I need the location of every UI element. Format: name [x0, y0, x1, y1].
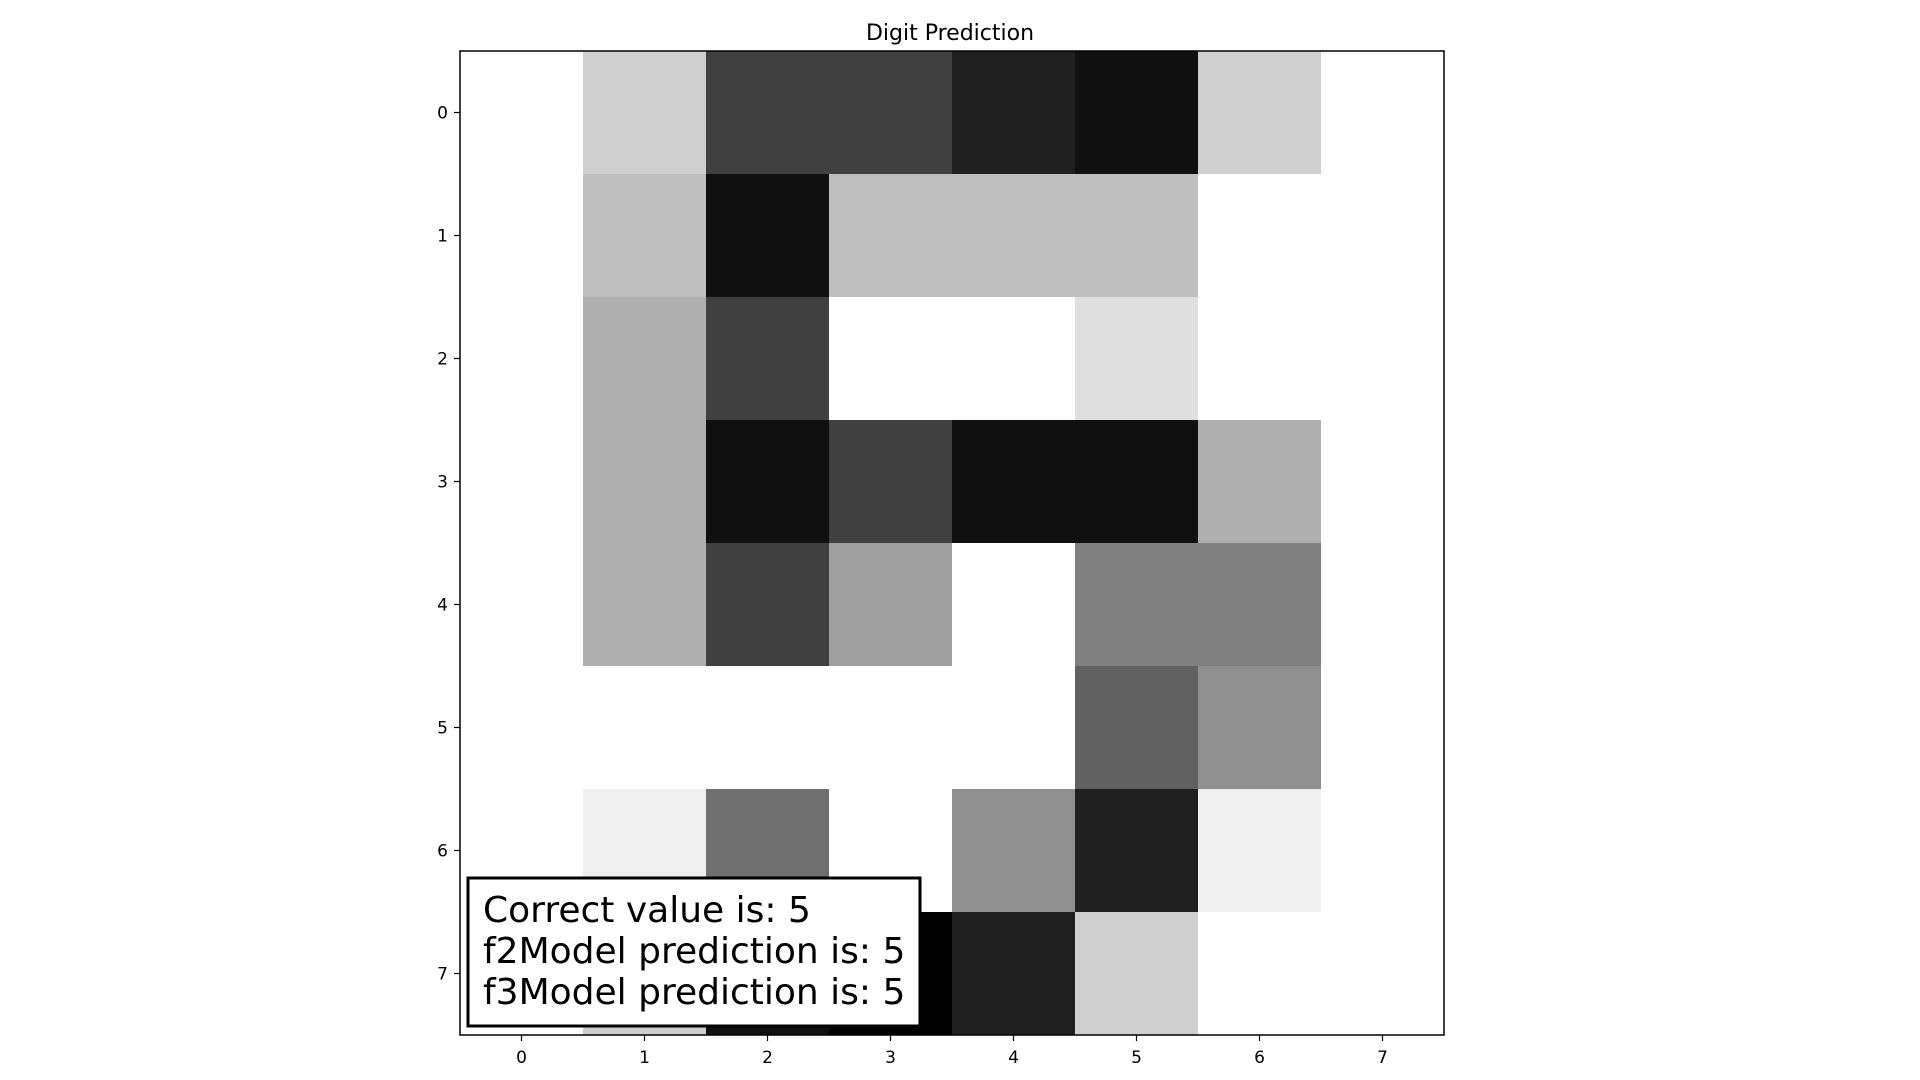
x-tick-label: 7: [1377, 1048, 1388, 1068]
heatmap-cell-r2-c3: [829, 297, 953, 421]
y-tick-label: 3: [437, 473, 448, 493]
heatmap-cell-r1-c7: [1321, 174, 1445, 298]
heatmap-cell-r2-c7: [1321, 297, 1445, 421]
x-tick-label: 5: [1131, 1048, 1142, 1068]
y-tick-label: 4: [437, 596, 448, 616]
heatmap-cell-r4-c3: [829, 543, 953, 667]
y-tick-label: 1: [437, 227, 448, 247]
heatmap-cell-r7-c7: [1321, 912, 1445, 1036]
heatmap-cell-r6-c4: [952, 789, 1076, 913]
y-tick-label: 0: [437, 104, 448, 124]
heatmap-cell-r2-c5: [1075, 297, 1199, 421]
heatmap-cell-r5-c1: [583, 666, 707, 790]
heatmap-cell-r6-c5: [1075, 789, 1199, 913]
heatmap-cell-r7-c6: [1198, 912, 1322, 1036]
heatmap-cell-r2-c2: [706, 297, 830, 421]
heatmap-cell-r5-c4: [952, 666, 1076, 790]
heatmap-cell-r4-c2: [706, 543, 830, 667]
heatmap-cell-r7-c4: [952, 912, 1076, 1036]
heatmap-cell-r6-c7: [1321, 789, 1445, 913]
heatmap-cell-r0-c1: [583, 51, 707, 175]
y-axis: 0 1 2 3 4 5 6 7: [437, 104, 460, 985]
y-tick-label: 5: [437, 719, 448, 739]
heatmap-cell-r6-c6: [1198, 789, 1322, 913]
x-tick-label: 6: [1254, 1048, 1265, 1068]
heatmap-cell-r0-c6: [1198, 51, 1322, 175]
chart-title: Digit Prediction: [866, 21, 1034, 46]
heatmap-cell-r4-c6: [1198, 543, 1322, 667]
heatmap-cell-r4-c1: [583, 543, 707, 667]
y-tick-label: 2: [437, 350, 448, 370]
y-tick-label: 6: [437, 842, 448, 862]
heatmap-cell-r3-c3: [829, 420, 953, 544]
heatmap-cell-r3-c0: [460, 420, 584, 544]
heatmap-cell-r0-c0: [460, 51, 584, 175]
annotation-line: f3Model prediction is: 5: [483, 972, 905, 1013]
heatmap-cell-r3-c4: [952, 420, 1076, 544]
heatmap-cell-r4-c0: [460, 543, 584, 667]
x-tick-label: 1: [639, 1048, 650, 1068]
heatmap-cell-r5-c2: [706, 666, 830, 790]
annotation-box-frame: [466, 876, 922, 1028]
heatmap-cell-r3-c7: [1321, 420, 1445, 544]
heatmap-cell-r0-c4: [952, 51, 1076, 175]
x-axis: 0 1 2 3 4 5 6 7: [516, 1035, 1388, 1068]
x-tick-label: 4: [1008, 1048, 1019, 1068]
heatmap-cell-r4-c5: [1075, 543, 1199, 667]
heatmap-cell-r2-c4: [952, 297, 1076, 421]
heatmap-cell-r1-c6: [1198, 174, 1322, 298]
heatmap-cell-r2-c0: [460, 297, 584, 421]
heatmap-cell-r3-c6: [1198, 420, 1322, 544]
heatmap-cell-r5-c5: [1075, 666, 1199, 790]
annotation-line: Correct value is: 5: [483, 890, 811, 931]
heatmap-cell-r3-c5: [1075, 420, 1199, 544]
axes-frame: [459, 50, 1445, 1036]
heatmap-cell-r5-c6: [1198, 666, 1322, 790]
y-tick-label: 7: [437, 965, 448, 985]
heatmap-cell-r5-c0: [460, 666, 584, 790]
heatmap-cell-r5-c3: [829, 666, 953, 790]
heatmap-cell-r0-c2: [706, 51, 830, 175]
heatmap-cell-r4-c4: [952, 543, 1076, 667]
heatmap-cell-r5-c7: [1321, 666, 1445, 790]
heatmap-cell-r1-c5: [1075, 174, 1199, 298]
heatmap-cell-r1-c3: [829, 174, 953, 298]
heatmap-cell-r1-c4: [952, 174, 1076, 298]
heatmap-cell-r2-c6: [1198, 297, 1322, 421]
heatmap-cell-r0-c5: [1075, 51, 1199, 175]
heatmap-cell-r1-c0: [460, 174, 584, 298]
heatmap-cell-r1-c1: [583, 174, 707, 298]
heatmap-cell-r2-c1: [583, 297, 707, 421]
x-tick-label: 2: [762, 1048, 773, 1068]
heatmap-cell-r4-c7: [1321, 543, 1445, 667]
heatmap-cell-r7-c5: [1075, 912, 1199, 1036]
annotation-line: f2Model prediction is: 5: [483, 931, 905, 972]
heatmap-cell-r0-c3: [829, 51, 953, 175]
heatmap-cell-r3-c1: [583, 420, 707, 544]
x-tick-label: 0: [516, 1048, 527, 1068]
heatmap-cell-r1-c2: [706, 174, 830, 298]
x-tick-label: 3: [885, 1048, 896, 1068]
heatmap-cell-r0-c7: [1321, 51, 1445, 175]
heatmap-cell-r3-c2: [706, 420, 830, 544]
